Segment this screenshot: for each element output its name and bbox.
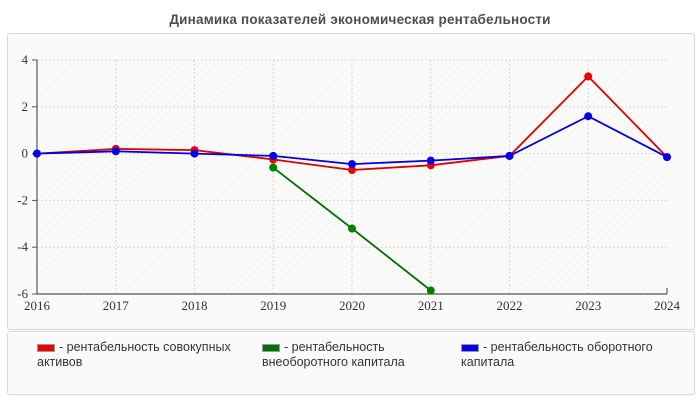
svg-text:2019: 2019 — [260, 298, 286, 313]
svg-text:0: 0 — [22, 146, 29, 161]
svg-text:2021: 2021 — [418, 298, 444, 313]
svg-text:-2: -2 — [17, 192, 28, 207]
svg-text:2018: 2018 — [182, 298, 208, 313]
svg-text:2: 2 — [22, 99, 29, 114]
svg-text:2023: 2023 — [575, 298, 601, 313]
svg-text:2016: 2016 — [24, 298, 51, 313]
svg-text:2024: 2024 — [654, 298, 681, 313]
svg-text:-4: -4 — [17, 239, 28, 254]
svg-text:2020: 2020 — [339, 298, 365, 313]
svg-text:2022: 2022 — [497, 298, 523, 313]
svg-text:4: 4 — [22, 52, 29, 67]
svg-text:2017: 2017 — [103, 298, 130, 313]
